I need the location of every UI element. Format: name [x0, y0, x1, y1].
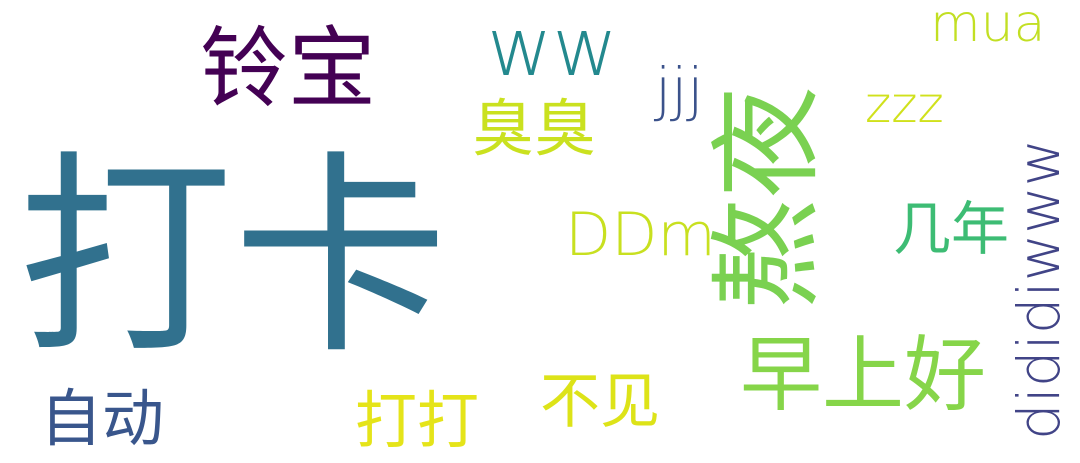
- word-daka: 打卡: [18, 132, 448, 383]
- word-aoye: 熬夜: [703, 86, 833, 310]
- word-jjj: jjj: [655, 55, 704, 123]
- word-lingbao: 铃宝: [200, 17, 377, 120]
- word-zaoshanghao: 早上好: [740, 328, 987, 423]
- word-zzz: zzz: [865, 76, 944, 134]
- word-zidong: 自动: [40, 382, 165, 455]
- word-jinian: 几年: [893, 195, 1010, 263]
- word-ddm: DDm: [565, 200, 716, 270]
- word-ww: ww: [487, 1, 618, 94]
- word-bujian: 不见: [540, 367, 660, 437]
- word-mua: mua: [930, 0, 1046, 54]
- word-dididiwww: dididiwww: [1005, 138, 1073, 440]
- word-dada: 打打: [355, 384, 480, 457]
- word-chouchou: 臭臭: [472, 92, 597, 165]
